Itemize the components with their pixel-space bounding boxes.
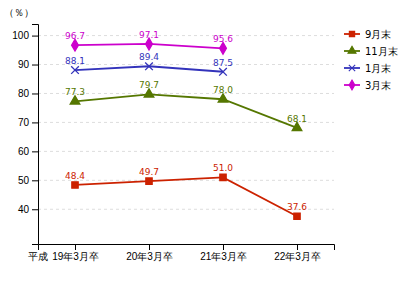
tick-mark bbox=[32, 209, 38, 210]
marker bbox=[72, 182, 78, 188]
legend-item: 1月末 bbox=[344, 63, 391, 74]
tick-mark bbox=[32, 122, 38, 123]
tick: 21年3月卒 bbox=[200, 244, 247, 262]
tick-mark bbox=[32, 151, 38, 152]
tick-mark bbox=[32, 36, 38, 37]
tick-label: 80 bbox=[18, 88, 30, 99]
tick: 50 bbox=[18, 175, 38, 186]
x-axis: 19年3月卒 20年3月卒 21年3月卒 22年3月卒 bbox=[39, 244, 335, 262]
tick: 100 bbox=[12, 30, 38, 41]
grid-line bbox=[38, 151, 334, 152]
data-label: 77.3 bbox=[65, 87, 85, 97]
legend-label: 11月末 bbox=[365, 46, 398, 57]
tick: 40 bbox=[18, 204, 38, 215]
data-label: 78.0 bbox=[213, 85, 233, 95]
legend-item: 3月末 bbox=[344, 80, 391, 91]
data-label: 49.7 bbox=[139, 167, 159, 177]
tick: 60 bbox=[18, 146, 38, 157]
axis-line bbox=[39, 245, 335, 251]
tick-label: 40 bbox=[18, 204, 30, 215]
data-label: 68.1 bbox=[287, 114, 307, 124]
data-label: 79.7 bbox=[139, 80, 159, 90]
axis-line bbox=[32, 25, 39, 245]
legend-marker bbox=[349, 80, 355, 90]
data-label: 97.1 bbox=[139, 30, 159, 40]
data-label: 37.6 bbox=[287, 202, 307, 212]
tick-label: 70 bbox=[18, 117, 30, 128]
marker bbox=[220, 174, 226, 180]
marks bbox=[70, 38, 302, 219]
tick-mark bbox=[297, 244, 298, 250]
y-axis: 40 50 60 70 80 90 100 bbox=[12, 25, 38, 245]
tick: 80 bbox=[18, 88, 38, 99]
marker bbox=[219, 68, 227, 76]
data-label: 48.4 bbox=[65, 171, 85, 181]
tick-mark bbox=[32, 65, 38, 66]
legend-label: 1月末 bbox=[365, 63, 391, 74]
legend-item: 11月末 bbox=[344, 46, 398, 57]
marker bbox=[294, 213, 300, 219]
tick: 70 bbox=[18, 117, 38, 128]
legend-item: 9月末 bbox=[344, 29, 391, 40]
marker bbox=[145, 62, 153, 70]
tick-label: 19年3月卒 bbox=[52, 251, 99, 262]
legend: 9月末 11月末 1月末 3月末 bbox=[344, 29, 398, 91]
data-label: 87.5 bbox=[213, 58, 233, 68]
marker bbox=[146, 178, 152, 184]
tick: 90 bbox=[18, 59, 38, 70]
tick-mark bbox=[223, 244, 224, 250]
legend-label: 9月末 bbox=[365, 29, 391, 40]
data-label: 89.4 bbox=[139, 52, 159, 62]
legend-marker bbox=[348, 46, 356, 53]
series-line bbox=[75, 177, 297, 216]
chart: 19年3月卒20年3月卒21年3月卒22年3月卒4050607080901004… bbox=[0, 0, 412, 282]
tick-label: 50 bbox=[18, 175, 30, 186]
data-labels: 48.4 49.7 51.0 37.6 77.3 79.7 78.0 68.1 88.1 89.4… bbox=[65, 30, 307, 212]
plot: 19年3月卒20年3月卒21年3月卒22年3月卒4050607080901004… bbox=[12, 25, 334, 263]
y-axis-label: （％） bbox=[4, 7, 34, 18]
tick-label: 22年3月卒 bbox=[274, 251, 321, 262]
tick-label: 100 bbox=[12, 30, 29, 41]
data-label: 51.0 bbox=[213, 163, 233, 173]
tick-label: 21年3月卒 bbox=[200, 251, 247, 262]
series-line bbox=[75, 94, 297, 128]
tick-label: 60 bbox=[18, 146, 30, 157]
tick-label: 90 bbox=[18, 59, 30, 70]
tick-label: 20年3月卒 bbox=[126, 251, 173, 262]
tick: 22年3月卒 bbox=[274, 244, 321, 262]
tick: 20年3月卒 bbox=[126, 244, 173, 262]
legend-marker bbox=[349, 31, 354, 36]
x-axis-label: 平成 bbox=[28, 251, 48, 262]
grid bbox=[38, 36, 334, 210]
legend-marker bbox=[349, 65, 355, 71]
tick-mark bbox=[149, 244, 150, 250]
tick-mark bbox=[32, 180, 38, 181]
data-label: 96.7 bbox=[65, 31, 85, 41]
legend-label: 3月末 bbox=[365, 80, 391, 91]
data-label: 88.1 bbox=[65, 56, 85, 66]
marker bbox=[71, 66, 79, 74]
tick: 19年3月卒 bbox=[52, 244, 99, 262]
tick-mark bbox=[32, 93, 38, 94]
data-label: 95.6 bbox=[213, 34, 233, 44]
tick-mark bbox=[75, 244, 76, 250]
